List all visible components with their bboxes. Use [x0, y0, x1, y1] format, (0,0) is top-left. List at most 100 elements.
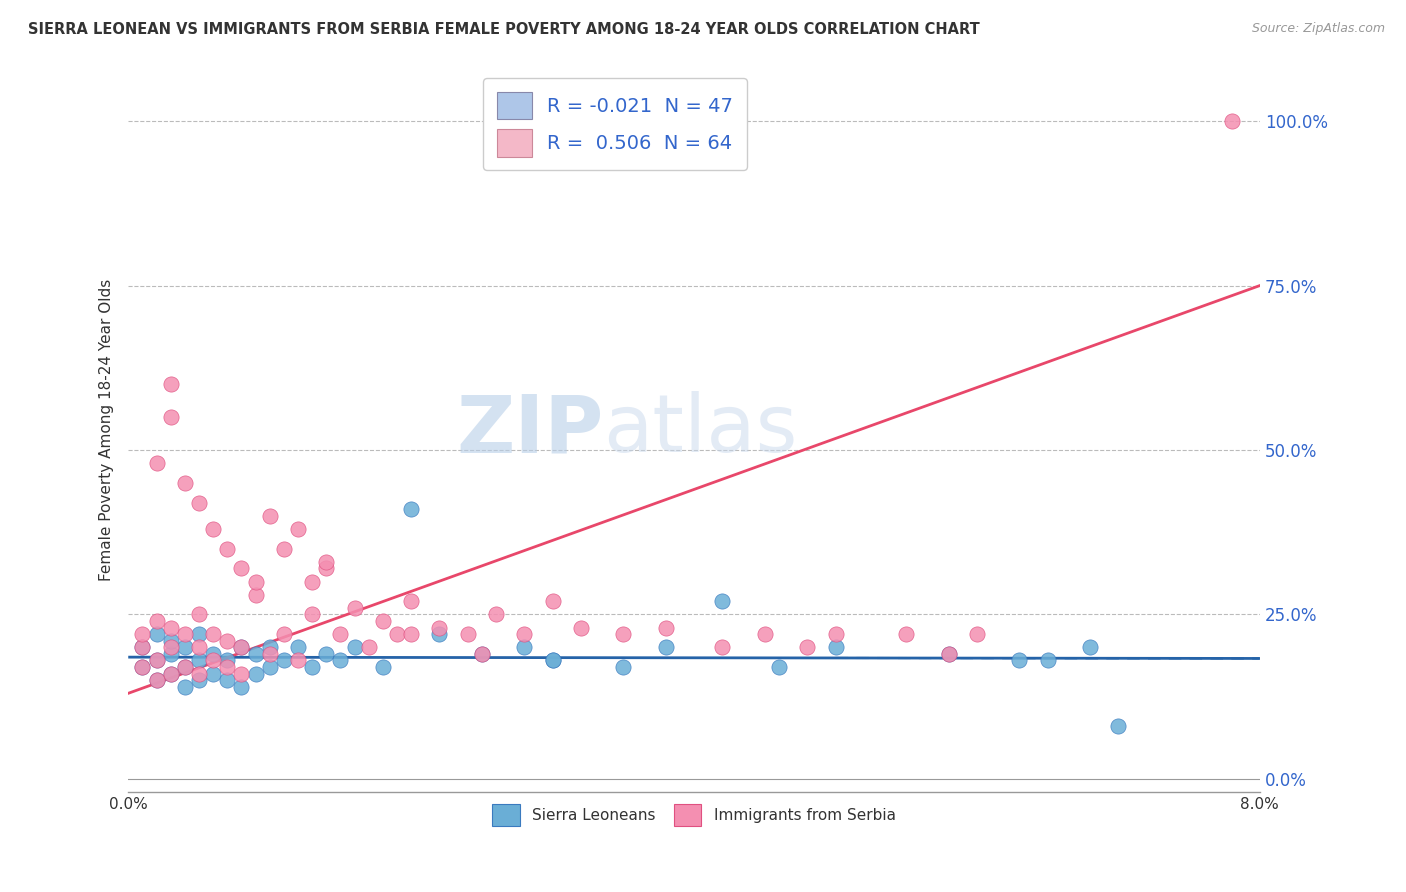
Point — [173, 627, 195, 641]
Point — [329, 627, 352, 641]
Point — [217, 633, 239, 648]
Point — [315, 561, 337, 575]
Point — [145, 627, 167, 641]
Point — [938, 647, 960, 661]
Point — [145, 673, 167, 688]
Point — [385, 627, 408, 641]
Point — [754, 627, 776, 641]
Point — [655, 640, 678, 655]
Point — [824, 627, 846, 641]
Point — [301, 607, 323, 622]
Point — [655, 621, 678, 635]
Point — [471, 647, 494, 661]
Point — [273, 627, 295, 641]
Point — [188, 640, 211, 655]
Point — [371, 614, 394, 628]
Point — [131, 627, 153, 641]
Point — [188, 673, 211, 688]
Point — [315, 647, 337, 661]
Point — [245, 666, 267, 681]
Point — [145, 614, 167, 628]
Point — [188, 495, 211, 509]
Point — [896, 627, 918, 641]
Text: ZIP: ZIP — [457, 392, 603, 469]
Point — [259, 647, 281, 661]
Point — [541, 653, 564, 667]
Point — [796, 640, 818, 655]
Legend: Sierra Leoneans, Immigrants from Serbia: Sierra Leoneans, Immigrants from Serbia — [484, 795, 905, 835]
Point — [231, 680, 253, 694]
Point — [159, 377, 181, 392]
Point — [768, 660, 790, 674]
Point — [217, 673, 239, 688]
Point — [513, 640, 536, 655]
Point — [1107, 719, 1129, 733]
Point — [711, 640, 734, 655]
Point — [245, 647, 267, 661]
Point — [541, 653, 564, 667]
Point — [711, 594, 734, 608]
Point — [399, 594, 422, 608]
Point — [612, 627, 634, 641]
Point — [471, 647, 494, 661]
Point — [188, 666, 211, 681]
Point — [273, 653, 295, 667]
Point — [329, 653, 352, 667]
Point — [1078, 640, 1101, 655]
Text: Source: ZipAtlas.com: Source: ZipAtlas.com — [1251, 22, 1385, 36]
Point — [245, 574, 267, 589]
Point — [301, 574, 323, 589]
Point — [513, 627, 536, 641]
Point — [287, 640, 309, 655]
Point — [541, 594, 564, 608]
Text: SIERRA LEONEAN VS IMMIGRANTS FROM SERBIA FEMALE POVERTY AMONG 18-24 YEAR OLDS CO: SIERRA LEONEAN VS IMMIGRANTS FROM SERBIA… — [28, 22, 980, 37]
Point — [159, 666, 181, 681]
Point — [159, 647, 181, 661]
Point — [357, 640, 380, 655]
Point — [343, 640, 366, 655]
Point — [217, 660, 239, 674]
Point — [966, 627, 988, 641]
Point — [159, 633, 181, 648]
Point — [429, 627, 451, 641]
Point — [1220, 114, 1243, 128]
Point — [159, 621, 181, 635]
Point — [188, 607, 211, 622]
Point — [131, 660, 153, 674]
Point — [131, 660, 153, 674]
Point — [202, 653, 225, 667]
Point — [145, 673, 167, 688]
Point — [173, 680, 195, 694]
Point — [259, 508, 281, 523]
Point — [938, 647, 960, 661]
Point — [429, 621, 451, 635]
Point — [1036, 653, 1059, 667]
Point — [315, 555, 337, 569]
Point — [202, 647, 225, 661]
Point — [399, 502, 422, 516]
Point — [145, 653, 167, 667]
Point — [145, 456, 167, 470]
Text: atlas: atlas — [603, 392, 797, 469]
Point — [457, 627, 479, 641]
Point — [231, 640, 253, 655]
Point — [371, 660, 394, 674]
Y-axis label: Female Poverty Among 18-24 Year Olds: Female Poverty Among 18-24 Year Olds — [100, 279, 114, 582]
Point — [259, 640, 281, 655]
Point — [231, 640, 253, 655]
Point — [173, 475, 195, 490]
Point — [569, 621, 592, 635]
Point — [245, 588, 267, 602]
Point — [259, 660, 281, 674]
Point — [287, 653, 309, 667]
Point — [202, 627, 225, 641]
Point — [1008, 653, 1031, 667]
Point — [824, 640, 846, 655]
Point — [159, 410, 181, 425]
Point — [287, 522, 309, 536]
Point — [202, 666, 225, 681]
Point — [301, 660, 323, 674]
Point — [217, 541, 239, 556]
Point — [159, 640, 181, 655]
Point — [159, 666, 181, 681]
